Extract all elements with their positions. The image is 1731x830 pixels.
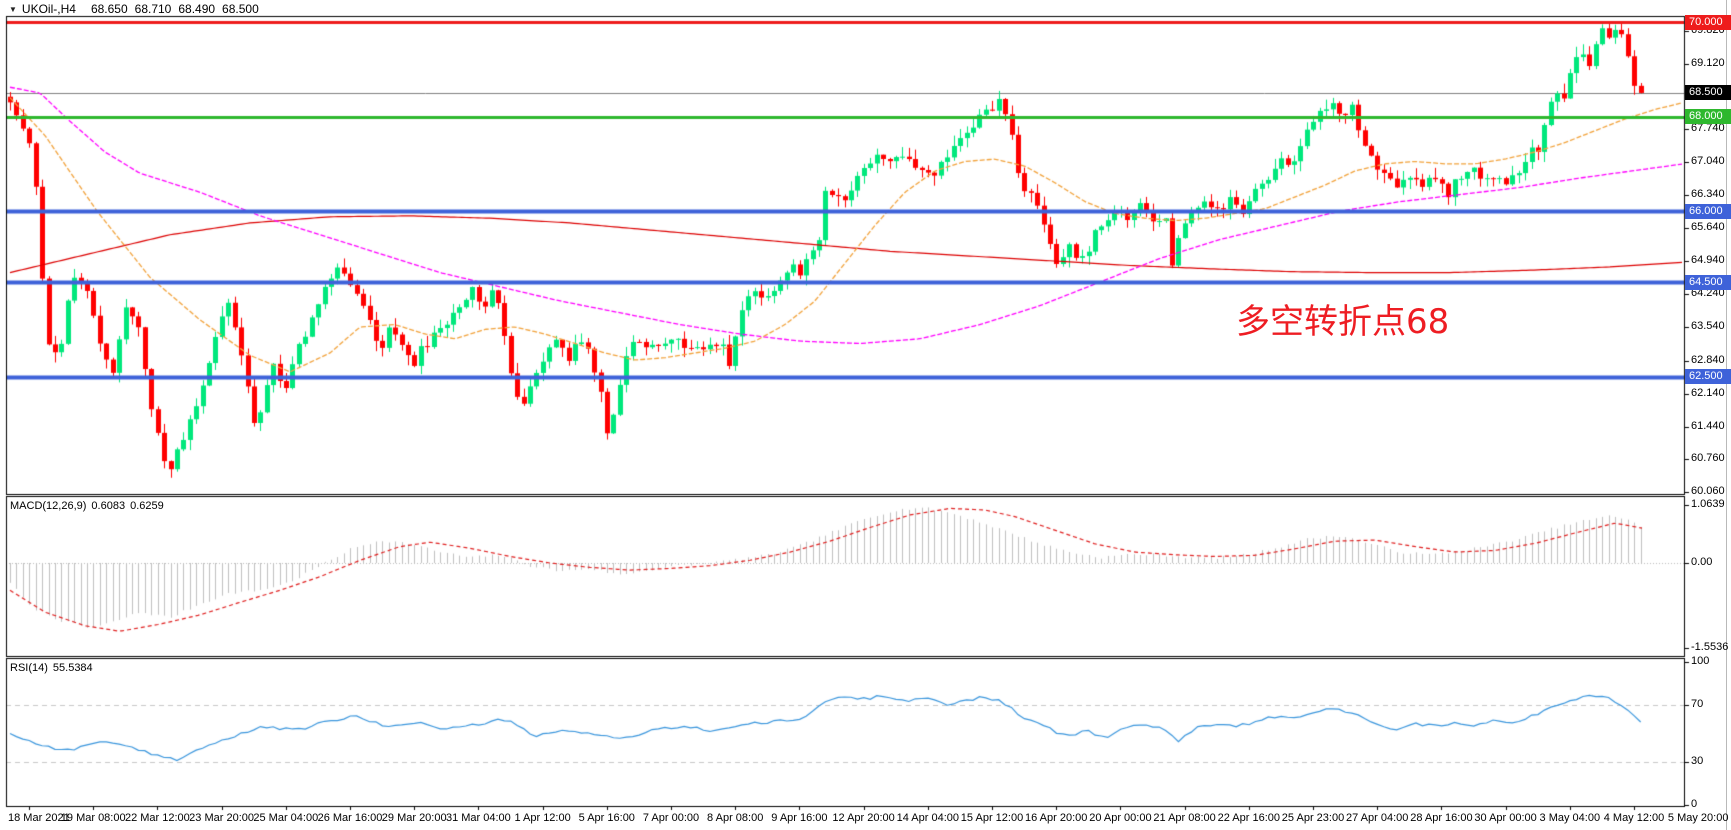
chart-annotation: 多空转折点68 — [1236, 302, 1450, 342]
ohlc-low: 68.490 — [178, 2, 216, 16]
symbol-header: ▼ UKOil-,H4 68.650 68.710 68.490 68.500 — [9, 2, 259, 16]
symbol-name: UKOil-,H4 — [21, 2, 76, 16]
collapse-arrow-icon[interactable]: ▼ — [9, 5, 17, 14]
window-right-border — [1726, 0, 1727, 830]
ohlc-open: 68.650 — [90, 2, 128, 16]
rsi-panel-label: RSI(14) 55.5384 — [10, 662, 98, 674]
macd-indicator-name: MACD(12,26,9) — [10, 500, 87, 512]
rsi-value: 55.5384 — [52, 662, 93, 674]
macd-panel-label: MACD(12,26,9) 0.6083 0.6259 — [10, 500, 169, 512]
macd-signal-value: 0.6259 — [130, 500, 164, 512]
ohlc-close: 68.500 — [222, 2, 259, 16]
macd-main-value: 0.6083 — [91, 500, 126, 512]
ohlc-high: 68.710 — [134, 2, 172, 16]
rsi-indicator-name: RSI(14) — [10, 662, 48, 674]
